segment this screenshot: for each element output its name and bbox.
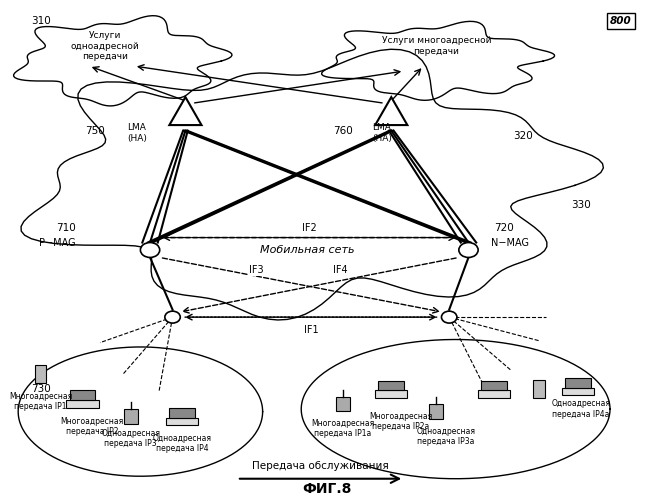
Bar — [70, 390, 96, 400]
Text: ФИГ.8: ФИГ.8 — [302, 482, 352, 496]
Text: Одноадресная
передача IP3: Одноадресная передача IP3 — [101, 429, 161, 448]
Bar — [35, 366, 47, 384]
Text: LMA
(HA): LMA (HA) — [372, 124, 392, 143]
Text: 720: 720 — [494, 222, 514, 232]
Text: 800: 800 — [610, 16, 632, 26]
Text: Многоадресная
передача IP1a: Многоадресная передача IP1a — [311, 419, 374, 438]
Text: 760: 760 — [333, 126, 353, 136]
Text: Многоадресная
передача IP2: Многоадресная передача IP2 — [60, 416, 124, 436]
Text: Одноадресная
передача IP3a: Одноадресная передача IP3a — [417, 426, 475, 446]
Text: IF1: IF1 — [304, 324, 318, 334]
Circle shape — [441, 311, 457, 323]
Text: Одноадресная
передача IP4a: Одноадресная передача IP4a — [552, 399, 610, 418]
Text: 310: 310 — [31, 16, 51, 26]
Text: IF2: IF2 — [302, 222, 317, 232]
Polygon shape — [322, 22, 554, 101]
Circle shape — [165, 311, 180, 323]
Text: N−MAG: N−MAG — [491, 238, 529, 248]
Text: 750: 750 — [85, 126, 105, 136]
Polygon shape — [18, 347, 263, 476]
Polygon shape — [21, 50, 603, 320]
Bar — [565, 378, 591, 388]
Text: Мобильная сеть: Мобильная сеть — [261, 245, 355, 255]
Bar — [124, 410, 138, 424]
Bar — [378, 380, 404, 390]
Circle shape — [459, 242, 478, 258]
Text: 320: 320 — [514, 130, 533, 140]
Text: Одноадресная
передача IP4: Одноадресная передача IP4 — [153, 434, 212, 454]
Polygon shape — [375, 97, 408, 125]
Polygon shape — [170, 97, 202, 125]
Text: Услуги многоадресной
передачи: Услуги многоадресной передачи — [382, 36, 491, 56]
Circle shape — [140, 242, 160, 258]
Text: 330: 330 — [571, 200, 591, 210]
Bar — [534, 380, 545, 398]
Bar — [336, 397, 350, 411]
Text: Услуги
одноадресной
передачи: Услуги одноадресной передачи — [71, 31, 139, 61]
Text: IF3: IF3 — [249, 265, 263, 275]
Bar — [562, 388, 594, 396]
Text: 740: 740 — [488, 384, 508, 394]
Text: Передача обслуживания: Передача обслуживания — [252, 462, 389, 471]
Text: P−MAG: P−MAG — [40, 238, 76, 248]
Polygon shape — [301, 340, 610, 478]
Bar — [166, 418, 198, 426]
Text: 730: 730 — [31, 384, 51, 394]
Text: IF4: IF4 — [333, 265, 347, 275]
Bar — [482, 380, 507, 390]
Text: 710: 710 — [57, 222, 76, 232]
Polygon shape — [14, 16, 232, 106]
Bar — [66, 400, 99, 408]
Text: Многоадресная
передача IP2a: Многоадресная передача IP2a — [369, 412, 432, 431]
Text: LMA
(HA): LMA (HA) — [127, 124, 148, 143]
Bar — [375, 390, 408, 398]
Bar — [430, 404, 443, 419]
Text: Многоадресная
передача IP1: Многоадресная передача IP1 — [9, 392, 72, 411]
Bar — [170, 408, 195, 418]
Bar — [478, 390, 510, 398]
